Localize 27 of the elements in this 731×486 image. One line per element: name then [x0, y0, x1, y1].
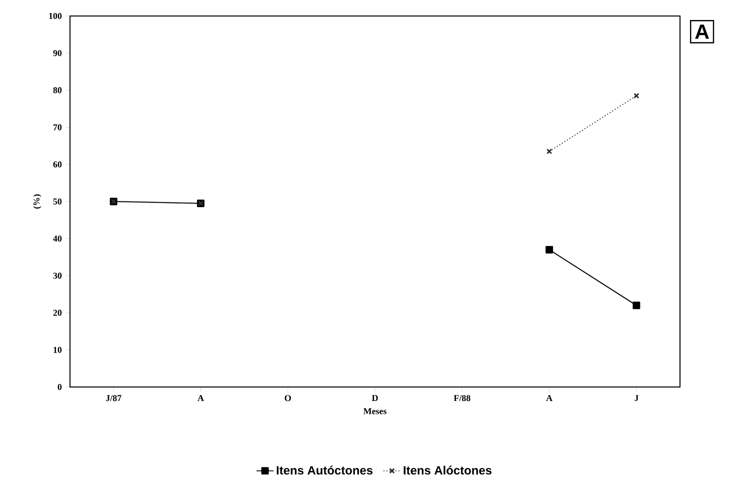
- point: [634, 92, 640, 99]
- point: [546, 246, 554, 254]
- x-tick-label: J: [634, 395, 638, 402]
- x-tick-label: J/87: [106, 395, 122, 402]
- y-tick-label: 30: [53, 272, 62, 279]
- y-tick-label: 20: [53, 310, 62, 316]
- legend-label: Itens Autóctones: [276, 466, 373, 475]
- y-tick-label: 100: [49, 12, 62, 20]
- point: [632, 302, 640, 310]
- y-tick-label: 40: [53, 236, 62, 242]
- x-tick-label: F/88: [454, 395, 470, 402]
- legend-label: Itens Alóctones: [404, 466, 492, 475]
- y-tick-label: 0: [58, 384, 62, 390]
- x-tick-label: A: [546, 395, 552, 401]
- text: A: [695, 24, 709, 39]
- x-tick-label: O: [284, 395, 291, 402]
- y-tick-label: 70: [53, 124, 62, 130]
- x-tick-label: A: [198, 395, 204, 401]
- y-tick-label: 60: [53, 161, 62, 168]
- point: [546, 148, 552, 154]
- y-tick-label: 50: [53, 198, 62, 205]
- y-tick-label: 90: [53, 50, 62, 56]
- y-axis-title: (%): [33, 194, 42, 209]
- y-tick-label: 80: [53, 87, 62, 94]
- y-tick-label: 10: [54, 346, 62, 353]
- x-axis-title: Meses: [363, 408, 386, 414]
- x-tick-label: D: [372, 395, 378, 401]
